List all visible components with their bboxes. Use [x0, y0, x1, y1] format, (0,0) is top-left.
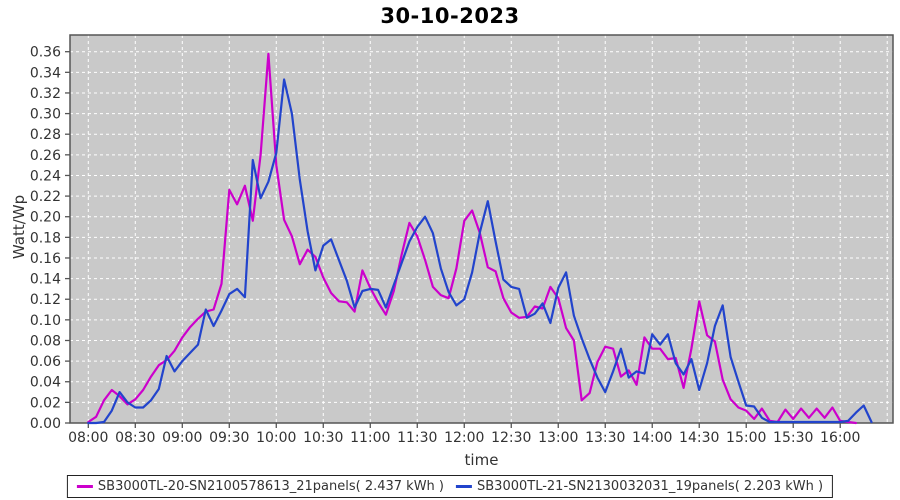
x-tick-label: 14:30	[679, 430, 719, 446]
y-tick-label: 0.08	[30, 333, 61, 349]
y-tick-label: 0.34	[30, 65, 61, 81]
x-tick-label: 09:00	[162, 430, 202, 446]
x-tick-label: 14:00	[632, 430, 672, 446]
x-tick-label: 15:00	[726, 430, 766, 446]
x-tick-label: 16:00	[820, 430, 860, 446]
y-tick-label: 0.00	[30, 416, 61, 432]
x-tick-label: 10:00	[256, 430, 296, 446]
x-axis-label: time	[464, 451, 499, 469]
y-tick-label: 0.26	[30, 148, 61, 164]
chart-title: 30-10-2023	[380, 4, 520, 28]
y-tick-label: 0.32	[30, 86, 61, 102]
y-tick-label: 0.06	[30, 354, 61, 370]
plot-frame	[69, 34, 894, 424]
y-tick-label: 0.16	[30, 251, 61, 267]
y-tick-label: 0.12	[30, 292, 61, 308]
x-tick-label: 09:30	[209, 430, 249, 446]
y-tick-label: 0.22	[30, 189, 61, 205]
y-tick-label: 0.14	[30, 272, 61, 288]
y-tick-label: 0.28	[30, 127, 61, 143]
x-tick-label: 10:30	[303, 430, 343, 446]
y-axis-label: Watt/Wp	[10, 194, 28, 260]
series-2-label: SB3000TL-21-SN2130032031_19panels( 2.203…	[477, 479, 824, 494]
y-tick-label: 0.30	[30, 107, 61, 123]
x-tick-label: 12:00	[444, 430, 484, 446]
y-tick-label: 0.36	[30, 45, 61, 61]
x-tick-label: 15:30	[773, 430, 813, 446]
series-line-1	[87, 78, 873, 425]
series-2-line-swatch	[456, 485, 472, 488]
series-1-line-swatch	[76, 485, 93, 488]
x-tick-label: 11:00	[350, 430, 390, 446]
y-tick-label: 0.20	[30, 210, 61, 226]
x-tick-label: 13:30	[585, 430, 625, 446]
x-tick-label: 13:00	[538, 430, 578, 446]
legend-item-inverter-21: SB3000TL-21-SN2130032031_19panels( 2.203…	[456, 479, 823, 494]
y-tick-label: 0.04	[30, 375, 61, 391]
legend-box: SB3000TL-20-SN2100578613_21panels( 2.437…	[66, 475, 834, 498]
y-tick-label: 0.02	[30, 395, 61, 411]
y-tick-label: 0.10	[30, 313, 61, 329]
x-tick-label: 12:30	[491, 430, 531, 446]
y-tick-label: 0.24	[30, 168, 61, 184]
series-line-0	[87, 52, 858, 425]
x-tick-label: 08:00	[68, 430, 108, 446]
x-tick-label: 11:30	[397, 430, 437, 446]
x-tick-label: 08:30	[115, 430, 155, 446]
series-1-label: SB3000TL-20-SN2100578613_21panels( 2.437…	[97, 479, 444, 494]
legend-item-inverter-20: SB3000TL-20-SN2100578613_21panels( 2.437…	[76, 479, 444, 494]
y-tick-label: 0.18	[30, 230, 61, 246]
